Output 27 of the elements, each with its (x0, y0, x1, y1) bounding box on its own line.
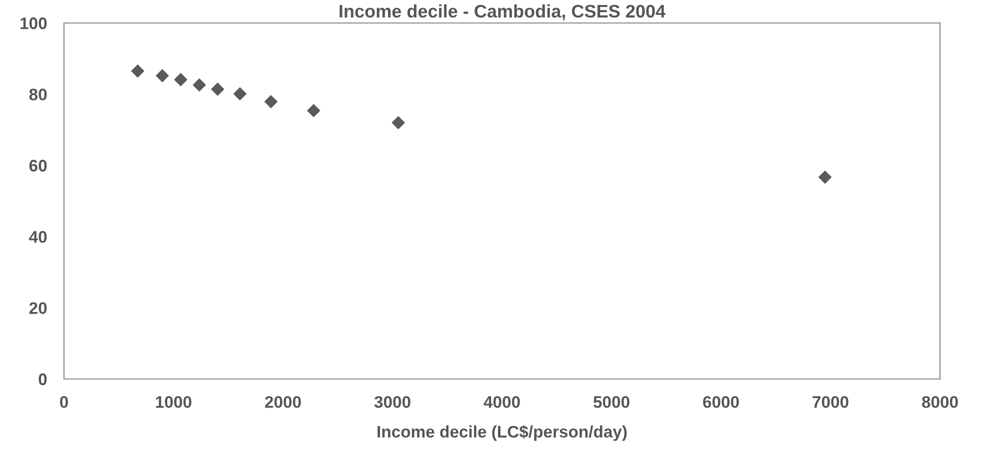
x-tick-label: 8000 (922, 396, 958, 408)
y-tick-label: 40 (29, 231, 47, 243)
chart-title: Income decile - Cambodia, CSES 2004 (340, 4, 666, 20)
point (818, 170, 832, 184)
y-tick-label: 60 (29, 160, 47, 172)
x-tick-label: 4000 (484, 396, 520, 408)
y-tick-label: 0 (38, 373, 47, 386)
point (174, 73, 188, 86)
x-tick-label: 0 (60, 396, 68, 408)
x-tick-label: 7000 (812, 396, 848, 408)
x-tick-label: 3000 (374, 396, 410, 408)
point (233, 87, 247, 100)
point (211, 82, 224, 96)
x-tick-label: 2000 (265, 396, 301, 408)
point (131, 64, 144, 78)
point (192, 78, 206, 92)
point (392, 116, 405, 130)
point (264, 95, 278, 108)
point (156, 69, 169, 82)
y-tick-label: 80 (29, 88, 47, 100)
x-tick-label: 1000 (156, 396, 192, 408)
x-tick-label: 5000 (593, 396, 630, 408)
point (307, 104, 320, 118)
x-axis-title: Income decile (LC$/person/day) (378, 425, 627, 441)
y-tick-label: 20 (29, 302, 47, 314)
y-tick-label: 100 (20, 17, 47, 30)
x-tick-label: 6000 (703, 396, 739, 408)
